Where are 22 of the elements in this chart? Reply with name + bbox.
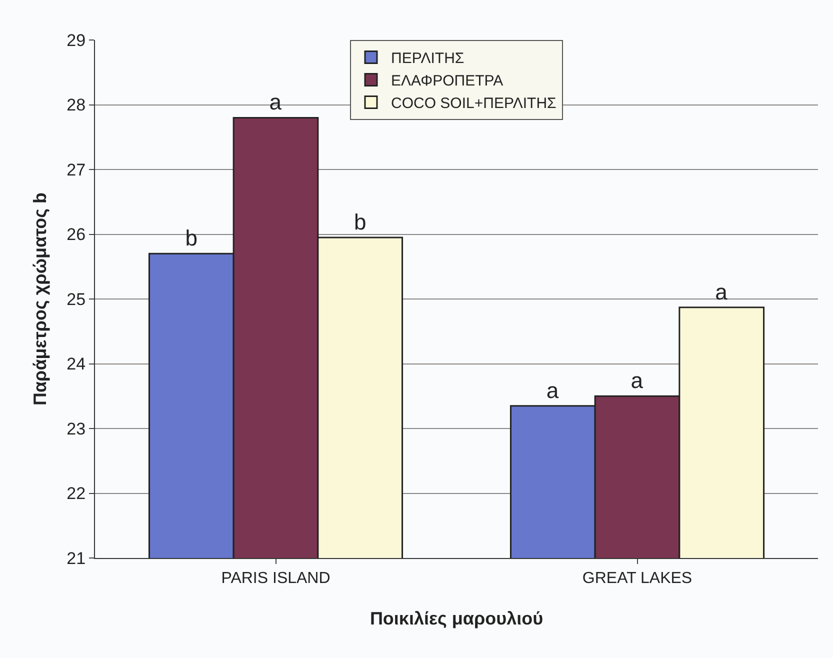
y-tick-label: 21 xyxy=(66,548,86,568)
y-tick-label: 22 xyxy=(66,484,86,504)
data-label: a xyxy=(715,279,728,304)
y-tick-label: 26 xyxy=(66,225,86,244)
data-label: a xyxy=(546,378,560,403)
data-label: b xyxy=(185,226,198,251)
x-tick-label: PARIS ISLAND xyxy=(221,570,330,588)
legend-label: ΠΕΡΛΙΤΗΣ xyxy=(391,50,464,68)
legend-label: COCO SOIL+ΠΕΡΛΙΤΗΣ xyxy=(391,95,556,112)
y-tick-label: 27 xyxy=(66,160,86,180)
data-label: a xyxy=(269,90,282,115)
x-axis-title: Ποικιλίες μαρουλιού xyxy=(370,608,544,628)
y-tick-label: 28 xyxy=(66,96,86,115)
y-tick-label: 23 xyxy=(66,419,86,438)
legend-label: ΕΛΑΦΡΟΠΕΤΡΑ xyxy=(391,72,504,90)
y-axis-title: Παράμετρος χρώματος b xyxy=(30,192,50,406)
y-tick-label: 24 xyxy=(66,354,86,374)
data-label: a xyxy=(630,368,644,394)
x-tick-label: GREAT LAKES xyxy=(582,570,692,588)
data-label: b xyxy=(354,209,366,234)
y-tick-label: 25 xyxy=(66,290,86,309)
y-tick-label: 29 xyxy=(66,30,86,50)
